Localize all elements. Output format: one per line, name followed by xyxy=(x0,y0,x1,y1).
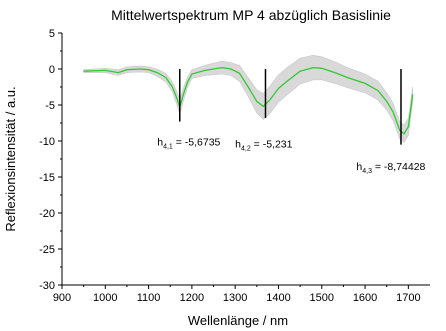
y-tick-label: -20 xyxy=(39,208,55,220)
y-tick-label: -15 xyxy=(39,172,55,184)
y-tick-label: -5 xyxy=(45,100,55,112)
x-tick-label: 900 xyxy=(53,292,71,304)
series-line-0 xyxy=(83,66,414,135)
y-axis-ticks: 5 0 -5 -10 -15 -20 -25 -30 xyxy=(39,28,62,292)
x-tick-label: 1600 xyxy=(353,292,377,304)
x-tick-label: 1100 xyxy=(137,292,161,304)
x-tick-label: 1400 xyxy=(266,292,290,304)
chart-title: Mittelwertspektrum MP 4 abzüglich Basisl… xyxy=(111,7,391,23)
y-tick-label: 5 xyxy=(49,28,55,40)
plot-area xyxy=(83,54,414,145)
x-tick-label: 1300 xyxy=(223,292,247,304)
peak-label-3: h4,3 = -8,74428 xyxy=(356,161,425,175)
peak-label-1: h4,1 = -5,6735 xyxy=(157,136,220,150)
x-tick-label: 1700 xyxy=(396,292,420,304)
x-tick-label: 1500 xyxy=(310,292,334,304)
y-tick-label: 0 xyxy=(49,64,55,76)
x-tick-label: 1200 xyxy=(180,292,204,304)
x-tick-label: 1000 xyxy=(93,292,117,304)
y-axis-label: Reflexionsintensität / a.u. xyxy=(3,86,18,231)
y-tick-label: -10 xyxy=(39,136,55,148)
y-tick-label: -30 xyxy=(39,280,55,292)
peak-annotations: h4,1 = -5,6735 h4,2 = -5,231 h4,3 = -8,744… xyxy=(157,136,425,174)
x-axis-label: Wellenlänge / nm xyxy=(188,313,288,328)
peak-label-2: h4,2 = -5,231 xyxy=(235,138,292,152)
std-band-0 xyxy=(83,54,414,143)
y-tick-label: -25 xyxy=(39,244,55,256)
x-axis-ticks: 900 1000 1100 1200 1300 1400 1500 1600 1700 xyxy=(53,285,421,304)
